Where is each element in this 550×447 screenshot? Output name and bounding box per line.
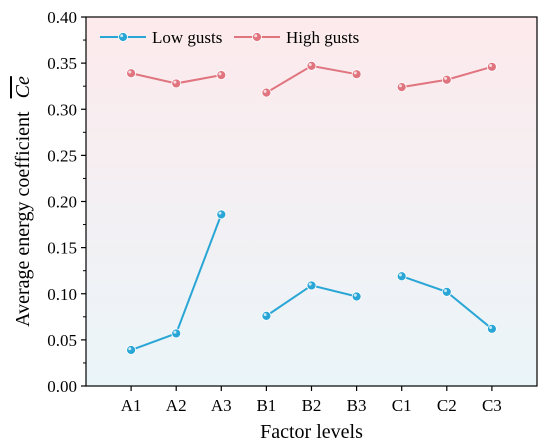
x-tick-label: A3 [211,396,232,415]
data-point [351,291,362,302]
data-point [171,328,182,339]
data-point-highlight [444,289,447,293]
legend-item-high-gusts: High gusts [234,28,359,47]
data-point [261,310,272,321]
y-axis-title: Average energy coefficient Ce [12,76,34,327]
data-point [396,82,407,93]
data-point [441,74,452,85]
x-axis-title: Factor levels [260,421,363,443]
data-point-highlight [173,330,177,334]
data-point [486,323,497,334]
data-point-highlight [218,211,222,215]
data-point [126,68,137,79]
data-point-highlight [353,293,357,297]
y-tick-label: 0.40 [47,8,77,27]
x-tick-label: B2 [302,396,322,415]
y-axis-title-text: Average energy coefficient Ce [12,76,34,327]
x-tick-label: C2 [437,396,457,415]
data-point [486,61,497,72]
data-point-highlight [128,347,132,351]
data-point [396,271,407,282]
legend-label: Low gusts [152,28,222,47]
y-tick-label: 0.35 [47,54,77,73]
data-point [351,69,362,80]
data-point-highlight [308,282,312,286]
data-point-highlight [398,84,402,88]
data-point-highlight [173,80,177,84]
data-point-highlight [263,89,267,93]
y-tick-label: 0.20 [47,193,77,212]
data-point [216,209,227,220]
y-tick-label: 0.15 [47,239,77,258]
legend-marker-highlight [254,34,258,38]
data-point [171,78,182,89]
data-point-highlight [128,70,132,74]
legend-marker-highlight [120,34,124,38]
x-tick-label: B3 [347,396,367,415]
x-axis: A1 A2 A3 B1 B2 B3 C1 C2 C3 [121,386,502,415]
y-axis-title-words: Average energy coefficient [12,111,34,327]
data-point-highlight [398,273,402,277]
legend-label: High gusts [286,28,359,47]
legend-item-low-gusts: Low gusts [100,28,222,47]
data-point [261,87,272,98]
legend-marker [118,32,128,42]
legend-marker [252,32,262,42]
legend: Low gusts High gusts [100,28,359,47]
y-axis-title-symbol: Ce [12,76,34,98]
data-point [126,345,137,355]
y-tick-label: 0.10 [47,285,77,304]
data-point [441,287,452,297]
data-point-highlight [353,71,357,75]
y-axis: 0.00 0.05 0.10 0.15 0.20 0.25 0.30 0.35 0.40 [47,8,86,396]
x-tick-label: A1 [121,396,142,415]
data-point-highlight [218,72,222,76]
plot-background [86,17,537,386]
data-point [216,70,227,81]
series-low-gusts [126,209,497,355]
series-high-gusts [126,60,497,98]
x-tick-label: C3 [482,396,502,415]
data-point-highlight [489,64,493,68]
series-layer [126,60,497,355]
data-point-highlight [308,63,312,67]
y-tick-label: 0.30 [47,100,77,119]
x-tick-label: B1 [256,396,276,415]
data-point [306,280,317,291]
y-tick-label: 0.00 [47,377,77,396]
x-tick-label: A2 [166,396,187,415]
y-tick-label: 0.05 [47,331,77,350]
data-point-highlight [444,76,447,80]
x-tick-label: C1 [392,396,412,415]
data-point-highlight [489,326,493,330]
data-point-highlight [263,313,267,317]
y-tick-label: 0.25 [47,146,77,165]
data-point [306,60,317,71]
